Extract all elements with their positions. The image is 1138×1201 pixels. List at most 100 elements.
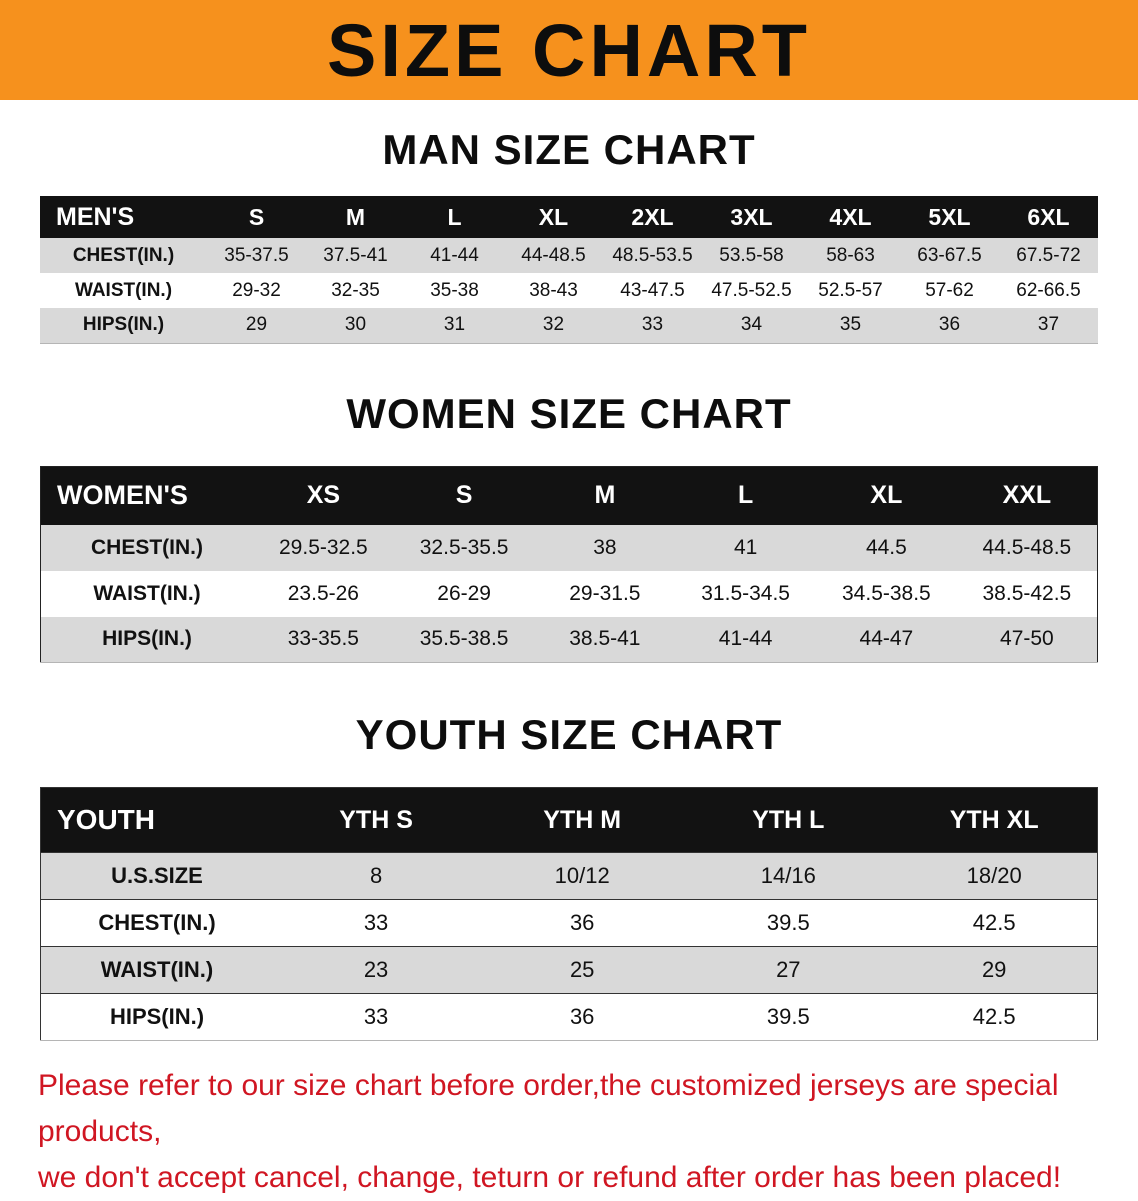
women-value-cell: 34.5-38.5 bbox=[842, 581, 931, 605]
women-table-row: HIPS(IN.) 33-35.5 35.5-38.5 38.5-41 41-44 44-… bbox=[40, 616, 1098, 663]
men-value-cell: 35 bbox=[839, 314, 862, 336]
youth-row-label: U.S.SIZE bbox=[111, 863, 203, 888]
men-value-cell: 32-35 bbox=[331, 279, 380, 301]
men-value-cell: 67.5-72 bbox=[1016, 244, 1081, 266]
youth-value-cell: 25 bbox=[569, 957, 595, 982]
men-table-row: HIPS(IN.) 29 30 31 32 33 34 35 36 37 bbox=[40, 308, 1098, 343]
men-size-header: L bbox=[405, 196, 504, 238]
women-value-cell: 41 bbox=[733, 535, 758, 559]
women-value-cell: 47-50 bbox=[1000, 627, 1054, 651]
youth-value-cell: 14/16 bbox=[760, 863, 816, 888]
youth-size-chart-heading: YOUTH SIZE CHART bbox=[355, 711, 783, 758]
man-size-chart-heading: MAN SIZE CHART bbox=[382, 126, 756, 173]
men-value-cell: 53.5-58 bbox=[719, 244, 784, 266]
youth-row-label: HIPS(IN.) bbox=[109, 1004, 205, 1029]
men-value-cell: 33 bbox=[641, 314, 664, 336]
youth-value-cell: 27 bbox=[776, 957, 801, 982]
men-table-row: CHEST(IN.) 35-37.5 37.5-41 41-44 44-48.5 48.5… bbox=[40, 238, 1098, 273]
men-size-header: M bbox=[306, 196, 405, 238]
women-value-cell: 35.5-38.5 bbox=[419, 627, 509, 651]
women-value-cell: 41-44 bbox=[718, 627, 773, 651]
women-table-title: WOMEN'S bbox=[40, 466, 253, 525]
youth-table-row: WAIST(IN.) 23 25 27 29 bbox=[40, 946, 1098, 994]
men-value-cell: 30 bbox=[344, 314, 367, 336]
youth-value-cell: 33 bbox=[363, 910, 389, 935]
men-value-cell: 29-32 bbox=[232, 279, 281, 301]
men-value-cell: 58-63 bbox=[826, 244, 875, 266]
youth-value-cell: 39.5 bbox=[766, 1004, 810, 1029]
women-size-header: XXL bbox=[956, 466, 1098, 525]
youth-table-row: HIPS(IN.) 33 36 39.5 42.5 bbox=[40, 993, 1098, 1041]
men-size-header: 2XL bbox=[603, 196, 702, 238]
men-header-row: MEN'S S M L XL 2XL 3XL 4XL 5XL 6XL bbox=[40, 196, 1098, 238]
women-size-header: XL bbox=[816, 466, 957, 525]
women-size-chart-heading: WOMEN SIZE CHART bbox=[346, 389, 792, 437]
youth-table-row: U.S.SIZE 8 10/12 14/16 18/20 bbox=[40, 852, 1098, 900]
men-value-cell: 52.5-57 bbox=[818, 279, 883, 301]
men-value-cell: 62-66.5 bbox=[1016, 279, 1081, 301]
women-value-cell: 23.5-26 bbox=[287, 581, 359, 605]
women-table-row: CHEST(IN.) 29.5-32.5 32.5-35.5 38 41 44.5 44.5… bbox=[40, 524, 1098, 571]
women-table-row: WAIST(IN.) 23.5-26 26-29 29-31.5 31.5-34.5 34… bbox=[40, 570, 1098, 617]
women-value-cell: 26-29 bbox=[437, 581, 491, 605]
women-value-cell: 44-47 bbox=[859, 627, 914, 651]
women-row-label: CHEST(IN.) bbox=[91, 535, 203, 559]
youth-value-cell: 36 bbox=[569, 1004, 595, 1029]
youth-header-row: YOUTH YTH S YTH M YTH L YTH XL bbox=[40, 787, 1098, 853]
men-table-row: WAIST(IN.) 29-32 32-35 35-38 38-43 43-47.5 47.… bbox=[40, 273, 1098, 308]
women-value-cell: 38.5-42.5 bbox=[982, 581, 1072, 605]
women-size-header: XS bbox=[253, 466, 394, 525]
youth-value-cell: 29 bbox=[981, 957, 1007, 982]
youth-value-cell: 10/12 bbox=[554, 863, 610, 888]
women-value-cell: 29.5-32.5 bbox=[279, 535, 368, 559]
youth-table-row: CHEST(IN.) 33 36 39.5 42.5 bbox=[40, 899, 1098, 947]
men-size-header: 3XL bbox=[702, 196, 801, 238]
men-value-cell: 35-37.5 bbox=[224, 244, 289, 266]
men-size-header: 6XL bbox=[999, 196, 1098, 238]
women-value-cell: 32.5-35.5 bbox=[419, 535, 509, 559]
men-value-cell: 44-48.5 bbox=[521, 244, 586, 266]
youth-table-title: YOUTH bbox=[40, 787, 273, 853]
men-size-header: XL bbox=[504, 196, 603, 238]
men-size-table: MEN'S S M L XL 2XL 3XL 4XL 5XL 6XL CHEST(IN.) 35-37… bbox=[40, 196, 1098, 344]
women-value-cell: 29-31.5 bbox=[569, 581, 641, 605]
disclaimer-line-2: we don't accept cancel, change, teturn o… bbox=[38, 1161, 1062, 1194]
men-value-cell: 57-62 bbox=[925, 279, 974, 301]
men-value-cell: 48.5-53.5 bbox=[612, 244, 693, 266]
youth-size-header: YTH S bbox=[273, 787, 480, 853]
men-value-cell: 63-67.5 bbox=[917, 244, 982, 266]
size-chart-banner: SIZE CHART bbox=[0, 0, 1138, 100]
men-table-title: MEN'S bbox=[40, 196, 207, 238]
men-size-header: S bbox=[207, 196, 306, 238]
youth-value-cell: 42.5 bbox=[972, 1004, 1016, 1029]
men-value-cell: 41-44 bbox=[430, 244, 479, 266]
size-chart-title: SIZE CHART bbox=[327, 8, 811, 92]
men-value-cell: 32 bbox=[542, 314, 565, 336]
youth-value-cell: 18/20 bbox=[966, 863, 1022, 888]
men-value-cell: 47.5-52.5 bbox=[711, 279, 792, 301]
women-value-cell: 33-35.5 bbox=[287, 627, 359, 651]
youth-value-cell: 23 bbox=[363, 957, 389, 982]
men-value-cell: 37 bbox=[1037, 314, 1060, 336]
women-header-row: WOMEN'S XS S M L XL XXL bbox=[40, 466, 1098, 525]
youth-size-header: YTH L bbox=[685, 787, 892, 853]
women-value-cell: 44.5 bbox=[865, 535, 907, 559]
youth-value-cell: 39.5 bbox=[766, 910, 810, 935]
men-size-header: 5XL bbox=[900, 196, 999, 238]
youth-value-cell: 36 bbox=[569, 910, 595, 935]
men-value-cell: 35-38 bbox=[430, 279, 479, 301]
youth-size-header: YTH XL bbox=[891, 787, 1098, 853]
men-value-cell: 34 bbox=[740, 314, 763, 336]
men-row-label: HIPS(IN.) bbox=[82, 314, 165, 336]
men-row-label: CHEST(IN.) bbox=[72, 244, 175, 266]
youth-value-cell: 42.5 bbox=[972, 910, 1016, 935]
men-value-cell: 37.5-41 bbox=[323, 244, 388, 266]
women-size-header: S bbox=[393, 466, 535, 525]
women-size-header: L bbox=[675, 466, 816, 525]
women-size-table: WOMEN'S XS S M L XL XXL CHEST(IN.) 29.5-32.5 32.5… bbox=[40, 465, 1098, 663]
men-value-cell: 31 bbox=[443, 314, 466, 336]
women-row-label: HIPS(IN.) bbox=[102, 627, 192, 651]
women-row-label: WAIST(IN.) bbox=[93, 581, 201, 605]
men-value-cell: 38-43 bbox=[529, 279, 578, 301]
disclaimer: Please refer to our size chart before or… bbox=[38, 1063, 1100, 1201]
